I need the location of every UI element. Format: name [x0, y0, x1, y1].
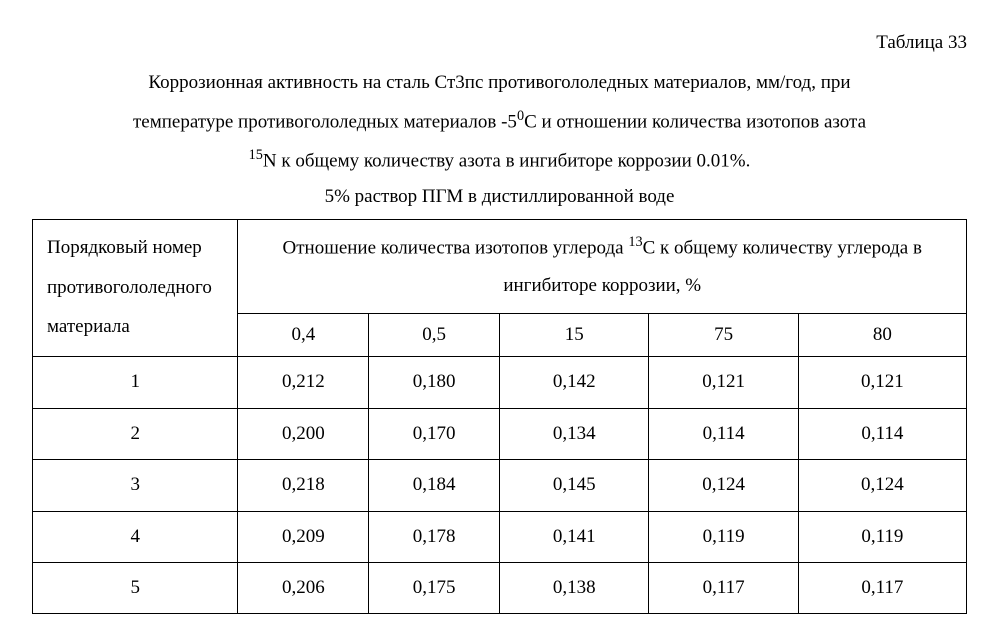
data-cell: 0,124: [649, 460, 798, 511]
table-row: 50,2060,1750,1380,1170,117: [33, 562, 967, 613]
caption-text: С и отношении количества изотопов азота: [524, 111, 866, 132]
caption-line-3: 15N к общему количеству азота в ингибито…: [40, 144, 960, 177]
data-cell: 0,142: [499, 357, 648, 408]
caption-line-4: 5% раствор ПГМ в дистиллированной воде: [40, 182, 960, 212]
data-cell: 0,184: [369, 460, 500, 511]
column-header: 80: [798, 313, 966, 356]
data-cell: 0,175: [369, 562, 500, 613]
column-header: 75: [649, 313, 798, 356]
caption-text: N к общему количеству азота в ингибиторе…: [263, 150, 750, 171]
data-cell: 0,117: [649, 562, 798, 613]
data-cell: 0,117: [798, 562, 966, 613]
table-number: Таблица 33: [32, 28, 967, 58]
data-cell: 0,209: [238, 511, 369, 562]
row-number: 1: [33, 357, 238, 408]
data-cell: 0,121: [798, 357, 966, 408]
data-cell: 0,218: [238, 460, 369, 511]
caption-sup-isotope: 15: [249, 147, 263, 163]
table-row: 30,2180,1840,1450,1240,124: [33, 460, 967, 511]
column-header: 0,4: [238, 313, 369, 356]
row-header: Порядковый номер противогололедного мате…: [33, 219, 238, 357]
data-cell: 0,121: [649, 357, 798, 408]
row-number: 5: [33, 562, 238, 613]
group-header-sup: 13: [628, 234, 642, 250]
caption-line-2: температуре противогололедных материалов…: [40, 105, 960, 138]
data-cell: 0,119: [649, 511, 798, 562]
caption-sup-degree: 0: [517, 108, 524, 124]
caption-text: температуре противогололедных материалов…: [133, 111, 517, 132]
data-cell: 0,114: [649, 408, 798, 459]
data-cell: 0,212: [238, 357, 369, 408]
data-cell: 0,170: [369, 408, 500, 459]
column-group-header: Отношение количества изотопов углерода 1…: [238, 219, 967, 313]
data-cell: 0,180: [369, 357, 500, 408]
data-cell: 0,114: [798, 408, 966, 459]
table-row: 10,2120,1800,1420,1210,121: [33, 357, 967, 408]
data-cell: 0,145: [499, 460, 648, 511]
data-cell: 0,141: [499, 511, 648, 562]
column-header: 15: [499, 313, 648, 356]
data-cell: 0,134: [499, 408, 648, 459]
table-row: 20,2000,1700,1340,1140,114: [33, 408, 967, 459]
table-row: 40,2090,1780,1410,1190,119: [33, 511, 967, 562]
row-number: 4: [33, 511, 238, 562]
data-cell: 0,200: [238, 408, 369, 459]
row-number: 3: [33, 460, 238, 511]
group-header-text: Отношение количества изотопов углерода: [283, 237, 629, 258]
column-header: 0,5: [369, 313, 500, 356]
row-number: 2: [33, 408, 238, 459]
data-cell: 0,124: [798, 460, 966, 511]
data-cell: 0,178: [369, 511, 500, 562]
data-cell: 0,138: [499, 562, 648, 613]
data-cell: 0,206: [238, 562, 369, 613]
table-caption: Коррозионная активность на сталь Ст3пс п…: [40, 68, 960, 212]
caption-line-1: Коррозионная активность на сталь Ст3пс п…: [40, 68, 960, 98]
data-table: Порядковый номер противогололедного мате…: [32, 219, 967, 615]
data-cell: 0,119: [798, 511, 966, 562]
